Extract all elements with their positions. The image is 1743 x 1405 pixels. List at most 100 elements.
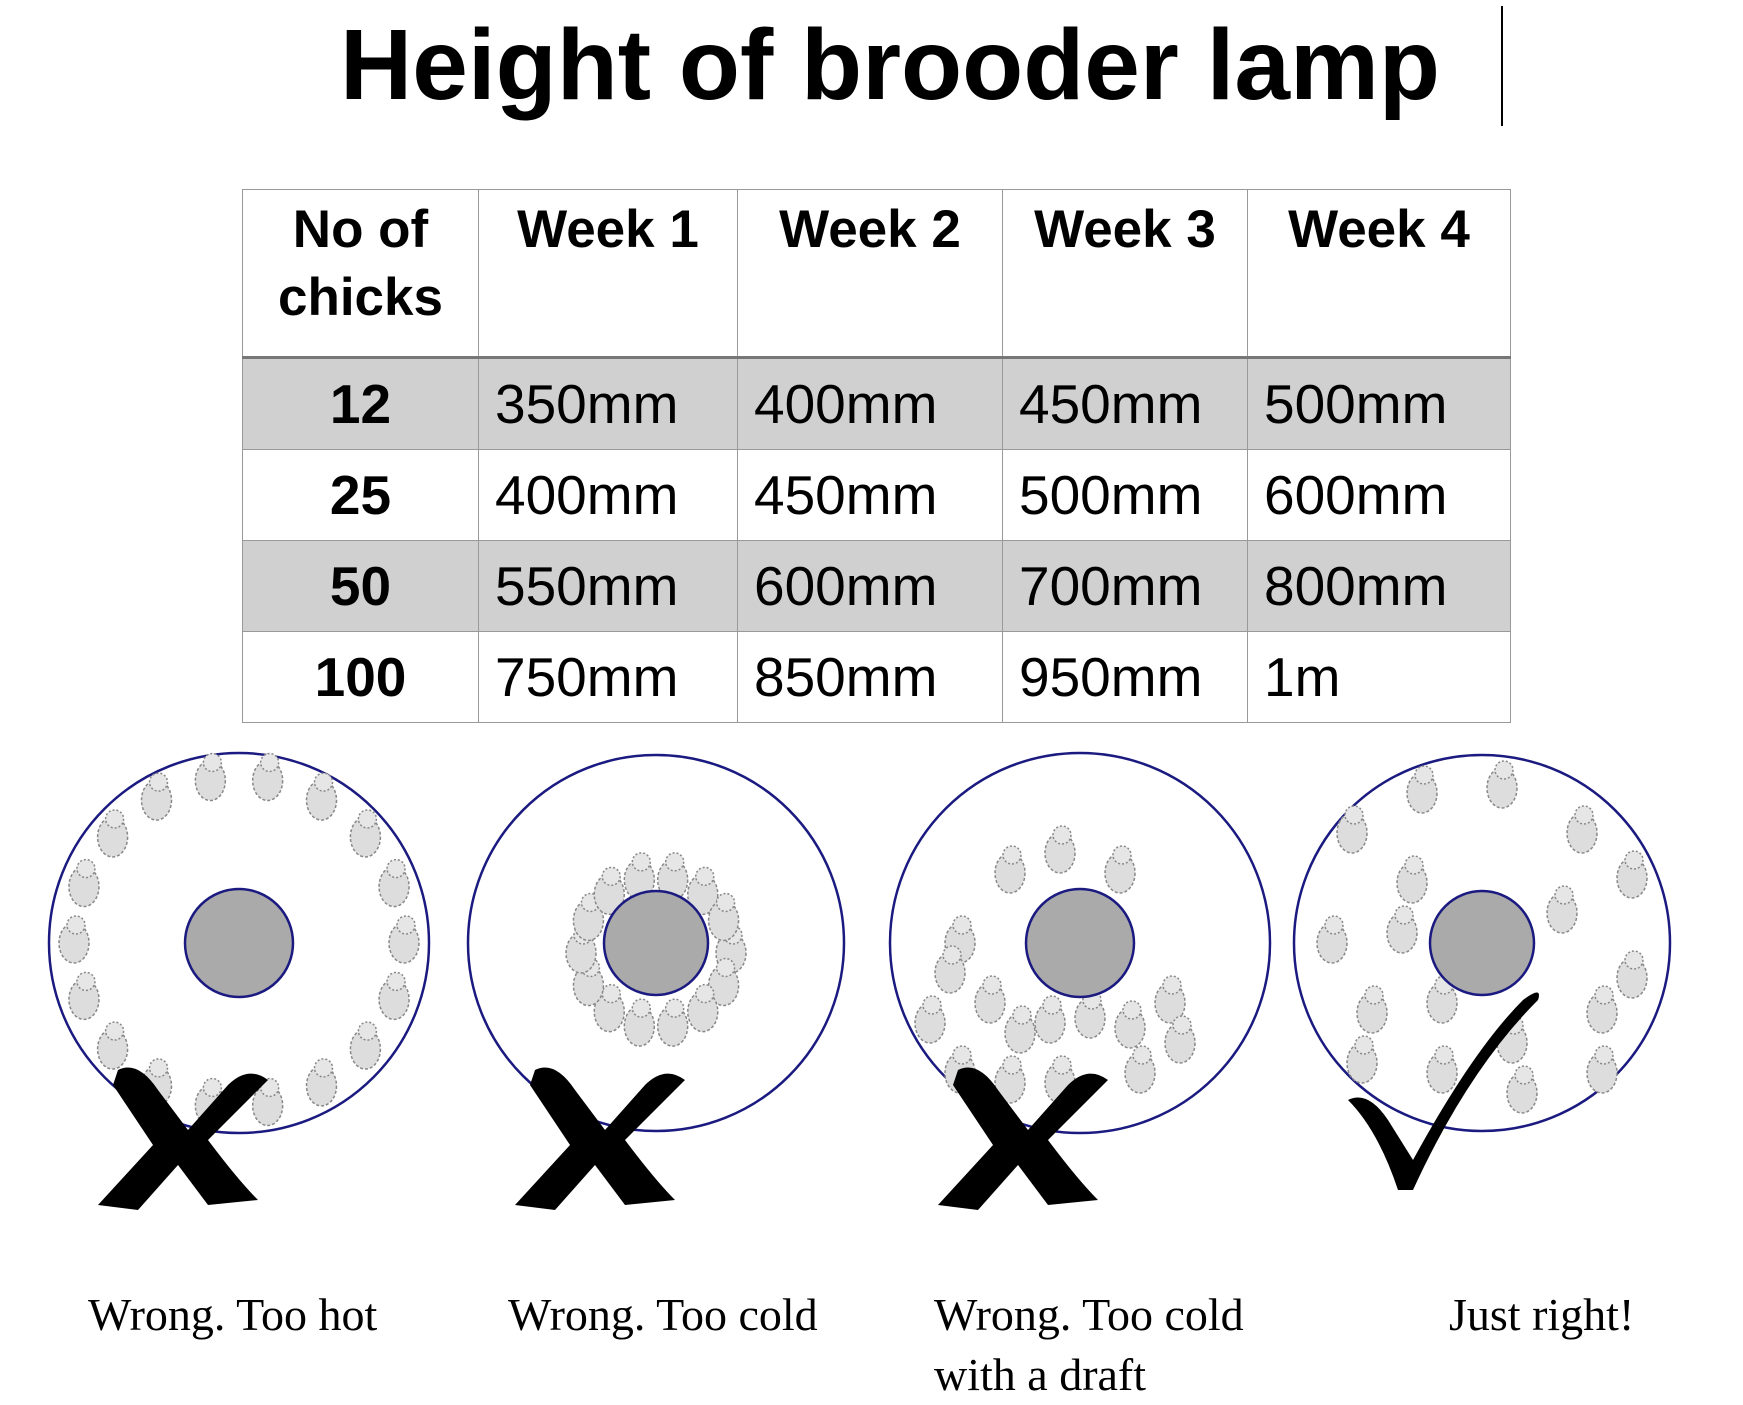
chick-head: [104, 809, 125, 829]
chick-head: [1394, 905, 1414, 925]
cell: 100: [242, 631, 479, 723]
cell: 500mm: [1002, 449, 1248, 541]
lamp: [1428, 889, 1536, 997]
lamp: [183, 887, 295, 999]
chick-head: [386, 971, 406, 992]
chick-head: [1594, 985, 1614, 1005]
caption: Wrong. Too hot: [88, 1289, 378, 1340]
lamp: [602, 889, 710, 997]
chick-head: [1364, 985, 1384, 1005]
cell: 350mm: [478, 357, 738, 450]
chick-head: [695, 866, 715, 887]
cell: 25: [242, 449, 479, 541]
chick-head: [1344, 805, 1364, 825]
header-cell: Week 2: [737, 189, 1003, 358]
cell: 12: [242, 357, 479, 450]
chick-head: [1404, 855, 1424, 875]
chick-head: [1112, 845, 1132, 865]
chick-head: [1624, 850, 1644, 870]
chick-head: [202, 752, 223, 773]
chick-head: [1132, 1045, 1152, 1065]
chick-head: [631, 852, 652, 872]
lamp-table: No of chicks Week 1 Week 2 Week 3 Week 4 12 35…: [242, 189, 1511, 723]
cross-mark: [98, 1067, 268, 1210]
header-row: No of chicks Week 1 Week 2 Week 3 Week 4: [242, 189, 1511, 358]
chick-head: [1574, 805, 1594, 825]
cell: 850mm: [737, 631, 1003, 723]
chick-head: [1172, 1015, 1192, 1035]
chick-head: [631, 998, 652, 1018]
chick-head: [1514, 1065, 1534, 1085]
cell: 400mm: [737, 357, 1003, 450]
chick-head: [1354, 1035, 1374, 1055]
chick-head: [396, 915, 416, 935]
chick-head: [1594, 1045, 1614, 1065]
cell: 450mm: [737, 449, 1003, 541]
table-row: 100 750mm 850mm 950mm 1m: [242, 631, 1511, 723]
cell: 550mm: [478, 540, 738, 632]
header-cell: Week 4: [1247, 189, 1511, 358]
chick-head: [601, 983, 621, 1004]
title: Height of brooder lamp: [340, 9, 1440, 121]
chick-head: [952, 1045, 972, 1065]
chick-head: [1052, 1055, 1072, 1075]
chick-head: [148, 1058, 169, 1078]
chick-head: [1042, 995, 1062, 1015]
chick-head: [357, 1021, 378, 1041]
caption: Just right!: [1449, 1289, 1635, 1340]
header-cell: No of chicks: [242, 189, 479, 358]
table-row: 12 350mm 400mm 450mm 500mm: [242, 357, 1511, 450]
check-mark: [1348, 992, 1539, 1190]
chick-head: [1414, 765, 1434, 785]
chick-head: [664, 998, 685, 1018]
cell: 500mm: [1247, 357, 1511, 450]
cell: 750mm: [478, 631, 738, 723]
caption: Wrong. Too cold with a draft: [934, 1289, 1244, 1400]
chick-head: [259, 1077, 280, 1098]
chick-head: [942, 945, 962, 965]
cell: 700mm: [1002, 540, 1248, 632]
cell: 1m: [1247, 631, 1511, 723]
chick-head: [695, 983, 715, 1004]
chick-head: [148, 772, 169, 792]
chick-head: [386, 858, 406, 879]
chick-head: [76, 971, 96, 992]
chick-head: [715, 957, 736, 978]
chick-head: [259, 752, 280, 773]
chick-head: [952, 915, 972, 935]
cursor-bar: [1501, 6, 1503, 126]
chick-head: [1494, 760, 1514, 780]
chick-head: [982, 975, 1002, 995]
cross-mark: [515, 1067, 685, 1210]
chick-head: [1122, 1000, 1142, 1020]
cross-mark: [938, 1067, 1108, 1210]
chick-head: [1002, 1055, 1022, 1075]
chick-head: [1624, 950, 1644, 970]
chick-head: [66, 915, 86, 935]
cell: 600mm: [1247, 449, 1511, 541]
chick-head: [1002, 845, 1022, 865]
chick-head: [313, 1058, 334, 1078]
cell: 950mm: [1002, 631, 1248, 723]
chick-head: [1162, 975, 1182, 995]
chick-head: [76, 858, 96, 879]
header-cell: Week 3: [1002, 189, 1248, 358]
chick-head: [313, 772, 334, 792]
chick-head: [1434, 1045, 1454, 1065]
cell: 600mm: [737, 540, 1003, 632]
lamp: [1024, 887, 1136, 999]
chick-head: [1052, 825, 1072, 845]
table-row: 50 550mm 600mm 700mm 800mm: [242, 540, 1511, 632]
chick-head: [922, 995, 942, 1015]
chick-head: [715, 892, 736, 913]
chick-head: [202, 1077, 223, 1098]
cell: 50: [242, 540, 479, 632]
chick-head: [1012, 1005, 1032, 1025]
chick-head: [104, 1021, 125, 1041]
chick-head: [1324, 915, 1344, 935]
header-cell: Week 1: [478, 189, 738, 358]
chick-head: [1554, 885, 1574, 905]
chick-head: [357, 809, 378, 829]
